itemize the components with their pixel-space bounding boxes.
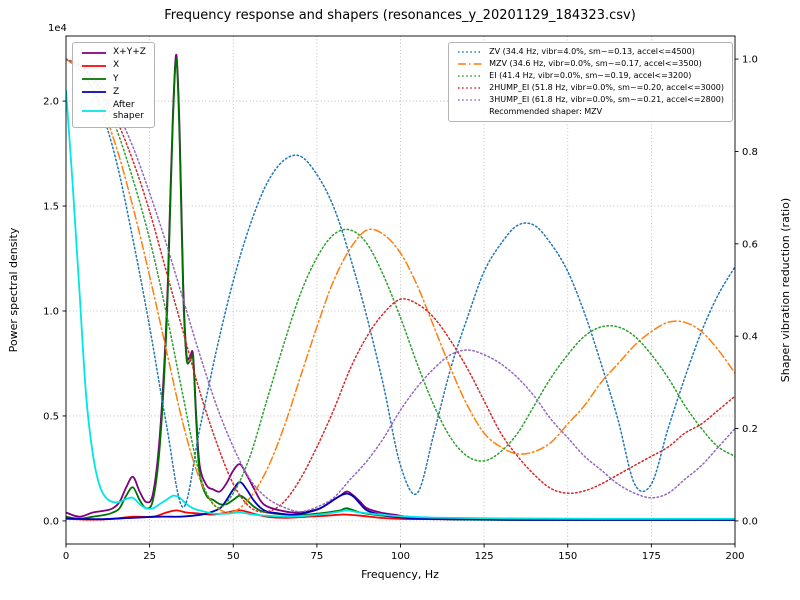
y-left-axis-label: Power spectral density [7, 227, 20, 352]
series-after-shaper [66, 89, 735, 520]
y-right-tick-label: 0.4 [742, 332, 758, 343]
legend-item-label: After shaper [113, 100, 144, 122]
legend-line-swatch-x [82, 64, 106, 67]
series-ei [66, 58, 735, 509]
x-tick-label: 50 [227, 551, 240, 562]
legend-item-label: 3HUMP_EI (61.8 Hz, vibr=0.0%, sm~=0.21, … [489, 95, 724, 104]
legend-item: 3HUMP_EI (61.8 Hz, vibr=0.0%, sm~=0.21, … [457, 95, 724, 105]
legend-item-label: ZV (34.4 Hz, vibr=4.0%, sm~=0.13, accel<… [489, 47, 695, 56]
y-left-tick-label: 2.0 [43, 97, 59, 108]
series-x-y-z [66, 53, 735, 521]
legend-item: ZV (34.4 Hz, vibr=4.0%, sm~=0.13, accel<… [457, 47, 724, 57]
legend-item: EI (41.4 Hz, vibr=0.0%, sm~=0.19, accel<… [457, 71, 724, 81]
legend-item: 2HUMP_EI (51.8 Hz, vibr=0.0%, sm~=0.20, … [457, 83, 724, 93]
x-tick-label: 175 [642, 551, 661, 562]
chart-generated-content: 0 25 50 75 100 125 150 175 200 0.0 0.5 1.0 1.5 2.0 0.0… [43, 35, 758, 562]
y-right-tick-label: 0.0 [742, 516, 758, 527]
legend-item: After shaper [81, 100, 146, 123]
legend-item-label: X+Y+Z [113, 47, 146, 57]
y-left-tick-label: 0.0 [43, 516, 59, 527]
legend-item: Y [81, 74, 146, 85]
y-right-tick-label: 0.6 [742, 239, 758, 250]
legend-line-swatch-mzv [458, 63, 483, 65]
legend-line-swatch-ei [458, 75, 483, 77]
x-tick-label: 75 [311, 551, 324, 562]
legend-line-swatch-after-shaper [82, 110, 106, 113]
x-tick-label: 200 [725, 551, 744, 562]
y-right-tick-label: 1.0 [742, 55, 758, 66]
legend-item: X [81, 60, 146, 71]
series-mzv [66, 58, 735, 514]
y-left-tick-label: 0.5 [43, 411, 59, 422]
series-2hump-ei [66, 58, 735, 513]
y-right-tick-label: 0.8 [742, 147, 758, 158]
legend-line-swatch-3hump-ei [458, 99, 483, 101]
series-zv [66, 58, 735, 508]
y-right-tick-label: 0.2 [742, 424, 758, 435]
legend-item: X+Y+Z [81, 47, 146, 58]
legend-axes-psd: X+Y+Z X Y Z After shaper [72, 42, 155, 128]
recommended-shaper-note-row: Recommended shaper: MZV [457, 107, 724, 117]
legend-line-swatch-zv [458, 51, 483, 53]
recommended-shaper-note: Recommended shaper: MZV [489, 107, 603, 116]
series-z [66, 481, 735, 521]
chart-title: Frequency response and shapers (resonanc… [164, 8, 636, 23]
x-tick-label: 125 [475, 551, 494, 562]
legend-item-label: EI (41.4 Hz, vibr=0.0%, sm~=0.19, accel<… [489, 71, 692, 80]
legend-item-label: Z [113, 86, 120, 97]
x-axis-label: Frequency, Hz [361, 568, 439, 581]
legend-line-swatch-y [82, 78, 106, 81]
x-tick-label: 25 [143, 551, 156, 562]
y-left-offset-text: 1e4 [48, 23, 67, 34]
x-tick-label: 150 [558, 551, 577, 562]
legend-note-spacer [457, 112, 483, 113]
y-right-axis-label: Shaper vibration reduction (ratio) [779, 198, 792, 382]
legend-line-swatch-z [82, 91, 106, 94]
legend-item: MZV (34.6 Hz, vibr=0.0%, sm~=0.17, accel… [457, 59, 724, 69]
x-tick-label: 100 [391, 551, 410, 562]
legend-line-swatch-x-y-z [82, 51, 106, 54]
legend-item-label: MZV (34.6 Hz, vibr=0.0%, sm~=0.17, accel… [489, 59, 702, 68]
legend-item-label: X [113, 60, 120, 71]
series-3hump-ei [66, 58, 735, 513]
legend-item: Z [81, 87, 146, 98]
legend-item-label: 2HUMP_EI (51.8 Hz, vibr=0.0%, sm~=0.20, … [489, 83, 724, 92]
legend-shapers: ZV (34.4 Hz, vibr=4.0%, sm~=0.13, accel<… [448, 42, 733, 122]
y-left-tick-label: 1.5 [43, 202, 59, 213]
legend-item-label: Y [113, 73, 119, 84]
legend-line-swatch-2hump-ei [458, 87, 483, 89]
x-tick-label: 0 [63, 551, 69, 562]
y-left-tick-label: 1.0 [43, 306, 59, 317]
